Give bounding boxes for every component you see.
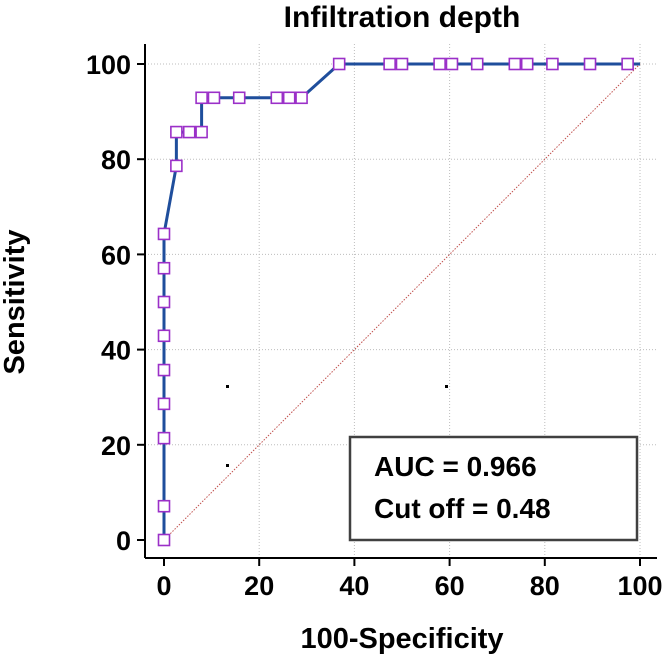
x-ticks: 0 20 40 60 80 100: [156, 558, 663, 601]
y-axis-label: Sensitivity: [0, 229, 31, 374]
x-tick-label: 20: [244, 571, 274, 601]
roc-point: [207, 91, 221, 105]
auc-text: AUC = 0.966: [374, 451, 537, 482]
roc-point: [170, 159, 183, 173]
axes: [144, 44, 657, 559]
stray-dot: [445, 385, 448, 388]
roc-point: [157, 261, 171, 275]
auc-annotation-box: AUC = 0.966 Cut off = 0.48: [348, 435, 639, 542]
x-tick-label: 80: [530, 571, 560, 601]
roc-point: [195, 91, 208, 105]
x-tick-label: 100: [617, 571, 662, 601]
roc-point: [157, 227, 171, 241]
roc-point: [546, 57, 559, 71]
x-axis-label: 100-Specificity: [300, 623, 503, 655]
roc-point: [157, 397, 171, 411]
roc-point: [583, 57, 597, 71]
y-tick-label: 40: [101, 336, 131, 366]
stray-dot: [226, 464, 229, 467]
y-tick-label: 20: [101, 431, 131, 461]
roc-point: [157, 499, 171, 513]
roc-point: [157, 431, 171, 445]
y-ticks: 0 20 40 60 80 100: [86, 50, 145, 556]
x-tick-label: 0: [156, 571, 171, 601]
roc-point: [195, 125, 208, 139]
reference-diagonal-line: [163, 63, 641, 541]
roc-point: [470, 57, 484, 71]
y-tick-label: 100: [86, 50, 131, 80]
roc-point: [508, 57, 522, 71]
x-tick-label: 40: [339, 571, 369, 601]
cutoff-text: Cut off = 0.48: [374, 493, 551, 524]
roc-point: [383, 57, 396, 71]
roc-point: [520, 57, 534, 71]
annotation-box-frame: [348, 435, 639, 542]
chart-title: Infiltration depth: [284, 1, 521, 34]
roc-point: [157, 295, 171, 309]
roc-point: [395, 57, 409, 71]
roc-point: [332, 57, 346, 71]
roc-point: [621, 57, 634, 71]
roc-point: [157, 329, 171, 343]
roc-point: [232, 91, 246, 105]
y-tick-label: 60: [101, 240, 131, 270]
roc-point: [295, 91, 308, 105]
roc-markers: [157, 57, 634, 547]
stray-dot: [226, 385, 229, 388]
roc-point: [157, 533, 171, 547]
roc-point: [182, 125, 196, 139]
roc-point: [270, 91, 284, 105]
y-tick-label: 0: [116, 526, 131, 556]
roc-point: [445, 57, 459, 71]
roc-point: [282, 91, 296, 105]
x-tick-label: 60: [435, 571, 465, 601]
y-tick-label: 80: [101, 145, 131, 175]
roc-point: [157, 363, 171, 377]
roc-point: [433, 57, 446, 71]
roc-point: [170, 125, 183, 139]
